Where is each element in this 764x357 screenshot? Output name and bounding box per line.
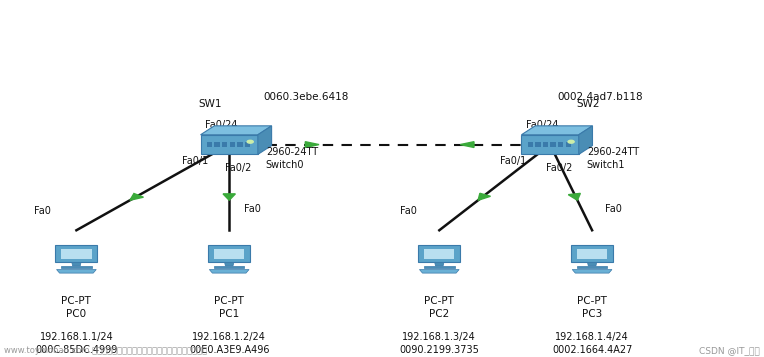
Text: Fa0: Fa0: [605, 204, 622, 214]
Polygon shape: [460, 142, 474, 147]
Polygon shape: [61, 249, 92, 259]
Polygon shape: [214, 266, 244, 268]
Polygon shape: [200, 135, 257, 154]
Text: SW2: SW2: [577, 99, 600, 109]
Text: 2960-24TT
Switch1: 2960-24TT Switch1: [587, 147, 639, 170]
Polygon shape: [225, 262, 234, 266]
Text: 192.168.1.3/24
0090.2199.3735: 192.168.1.3/24 0090.2199.3735: [400, 332, 479, 355]
Polygon shape: [571, 245, 613, 262]
Polygon shape: [579, 126, 593, 154]
Text: PC-PT
PC2: PC-PT PC2: [424, 296, 455, 319]
Polygon shape: [558, 142, 564, 147]
Polygon shape: [424, 266, 455, 268]
Polygon shape: [528, 142, 533, 147]
Polygon shape: [419, 270, 459, 273]
Polygon shape: [478, 193, 490, 200]
Text: www.toymoban.com 网络图片仅供展示，非存储，如有侵权请联系删除。: www.toymoban.com 网络图片仅供展示，非存储，如有侵权请联系删除。: [4, 346, 207, 355]
Polygon shape: [244, 142, 251, 147]
Polygon shape: [238, 142, 243, 147]
Polygon shape: [223, 194, 235, 200]
Polygon shape: [306, 142, 319, 147]
Polygon shape: [542, 142, 549, 147]
Text: 2960-24TT
Switch0: 2960-24TT Switch0: [266, 147, 318, 170]
Text: SW1: SW1: [199, 99, 222, 109]
Polygon shape: [72, 262, 81, 266]
Polygon shape: [61, 266, 92, 268]
Text: 192.168.1.4/24
0002.1664.4A27: 192.168.1.4/24 0002.1664.4A27: [552, 332, 633, 355]
Text: 0002.4ad7.b118: 0002.4ad7.b118: [557, 92, 643, 102]
Polygon shape: [435, 262, 444, 266]
Polygon shape: [521, 126, 593, 135]
Polygon shape: [572, 270, 612, 273]
Polygon shape: [209, 270, 249, 273]
Text: Fa0/1: Fa0/1: [182, 156, 208, 166]
Text: 192.168.1.2/24
00E0.A3E9.A496: 192.168.1.2/24 00E0.A3E9.A496: [189, 332, 270, 355]
Polygon shape: [206, 142, 212, 147]
Polygon shape: [424, 249, 455, 259]
Polygon shape: [577, 249, 607, 259]
Polygon shape: [550, 142, 556, 147]
Text: Fa0/24: Fa0/24: [526, 120, 558, 130]
Text: PC-PT
PC1: PC-PT PC1: [214, 296, 244, 319]
Polygon shape: [208, 245, 251, 262]
Text: Fa0: Fa0: [34, 206, 50, 216]
Polygon shape: [214, 249, 244, 259]
Polygon shape: [588, 262, 597, 266]
Text: Fa0: Fa0: [244, 204, 261, 214]
Polygon shape: [57, 270, 96, 273]
Circle shape: [247, 140, 254, 143]
Polygon shape: [419, 245, 460, 262]
Polygon shape: [535, 142, 541, 147]
Polygon shape: [222, 142, 228, 147]
Text: Fa0/2: Fa0/2: [546, 163, 572, 173]
Text: Fa0: Fa0: [400, 206, 417, 216]
Text: Fa0/2: Fa0/2: [225, 163, 251, 173]
Polygon shape: [257, 126, 272, 154]
Polygon shape: [566, 142, 571, 147]
Text: Fa0/1: Fa0/1: [500, 156, 526, 166]
Text: 192.168.1.1/24
000C.85DC.4999: 192.168.1.1/24 000C.85DC.4999: [35, 332, 118, 355]
Text: Fa0/24: Fa0/24: [206, 120, 238, 130]
Circle shape: [568, 140, 575, 143]
Text: CSDN @IT_张三: CSDN @IT_张三: [699, 346, 760, 355]
Polygon shape: [521, 135, 579, 154]
Polygon shape: [200, 126, 272, 135]
Text: PC-PT
PC3: PC-PT PC3: [577, 296, 607, 319]
Polygon shape: [577, 266, 607, 268]
Text: 0060.3ebe.6418: 0060.3ebe.6418: [263, 92, 348, 102]
Polygon shape: [130, 193, 144, 200]
Text: PC-PT
PC0: PC-PT PC0: [61, 296, 92, 319]
Polygon shape: [229, 142, 235, 147]
Polygon shape: [568, 193, 581, 200]
Polygon shape: [214, 142, 220, 147]
Polygon shape: [56, 245, 98, 262]
